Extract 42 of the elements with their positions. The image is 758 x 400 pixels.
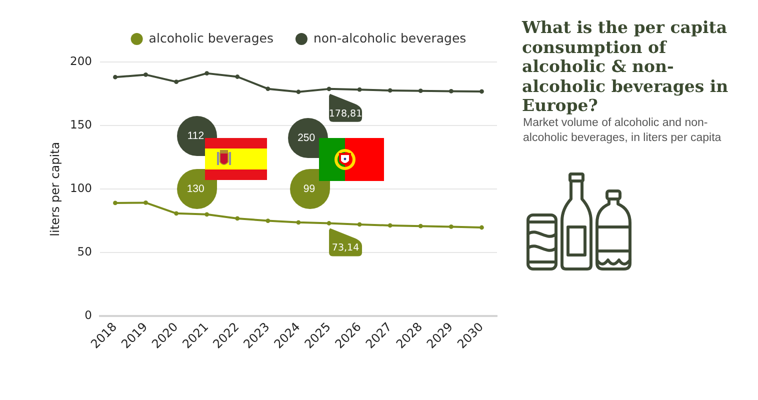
annotation: 112 — [187, 130, 204, 142]
text: Market volume of alcoholic and non-alcoholic beverages, in liters per capita — [523, 116, 722, 146]
point — [204, 71, 210, 76]
annotation: 130 — [186, 182, 204, 195]
point — [204, 212, 210, 217]
point — [174, 80, 179, 84]
y-tick-label: 150 — [70, 118, 92, 132]
legend-label: non-alcoholic beverages — [313, 30, 466, 46]
point — [113, 74, 118, 80]
point — [235, 216, 240, 221]
point — [448, 89, 454, 94]
point — [266, 218, 270, 223]
y-tick-label: 0 — [84, 308, 92, 322]
point — [448, 224, 454, 229]
point — [266, 86, 270, 92]
point — [144, 200, 148, 205]
point — [144, 72, 148, 77]
point — [480, 89, 484, 94]
point — [296, 220, 301, 225]
legend-label: alcoholic beverages — [148, 30, 274, 46]
point — [113, 200, 118, 206]
point — [418, 88, 423, 94]
point — [326, 86, 332, 92]
annotation: 99 — [303, 182, 316, 195]
point — [357, 87, 362, 92]
point — [357, 222, 362, 227]
y-tick-label: 50 — [77, 244, 92, 259]
y-axis-title: liters per capita — [48, 142, 62, 236]
data-label: 178,81 — [328, 108, 362, 120]
point — [418, 224, 423, 228]
point — [388, 88, 392, 93]
y-tick-label: 200 — [70, 54, 92, 68]
annotation: 250 — [298, 132, 316, 144]
point — [388, 223, 392, 228]
y-tick-label: 100 — [70, 181, 92, 196]
point — [296, 90, 301, 94]
point — [326, 221, 332, 226]
data-label: 73,14 — [332, 242, 360, 254]
point — [174, 211, 179, 216]
point — [235, 74, 240, 79]
text: What is the per capita consumption of alcoholic & non-alcoholic beverages in Europe? — [522, 18, 730, 116]
point — [480, 225, 484, 230]
